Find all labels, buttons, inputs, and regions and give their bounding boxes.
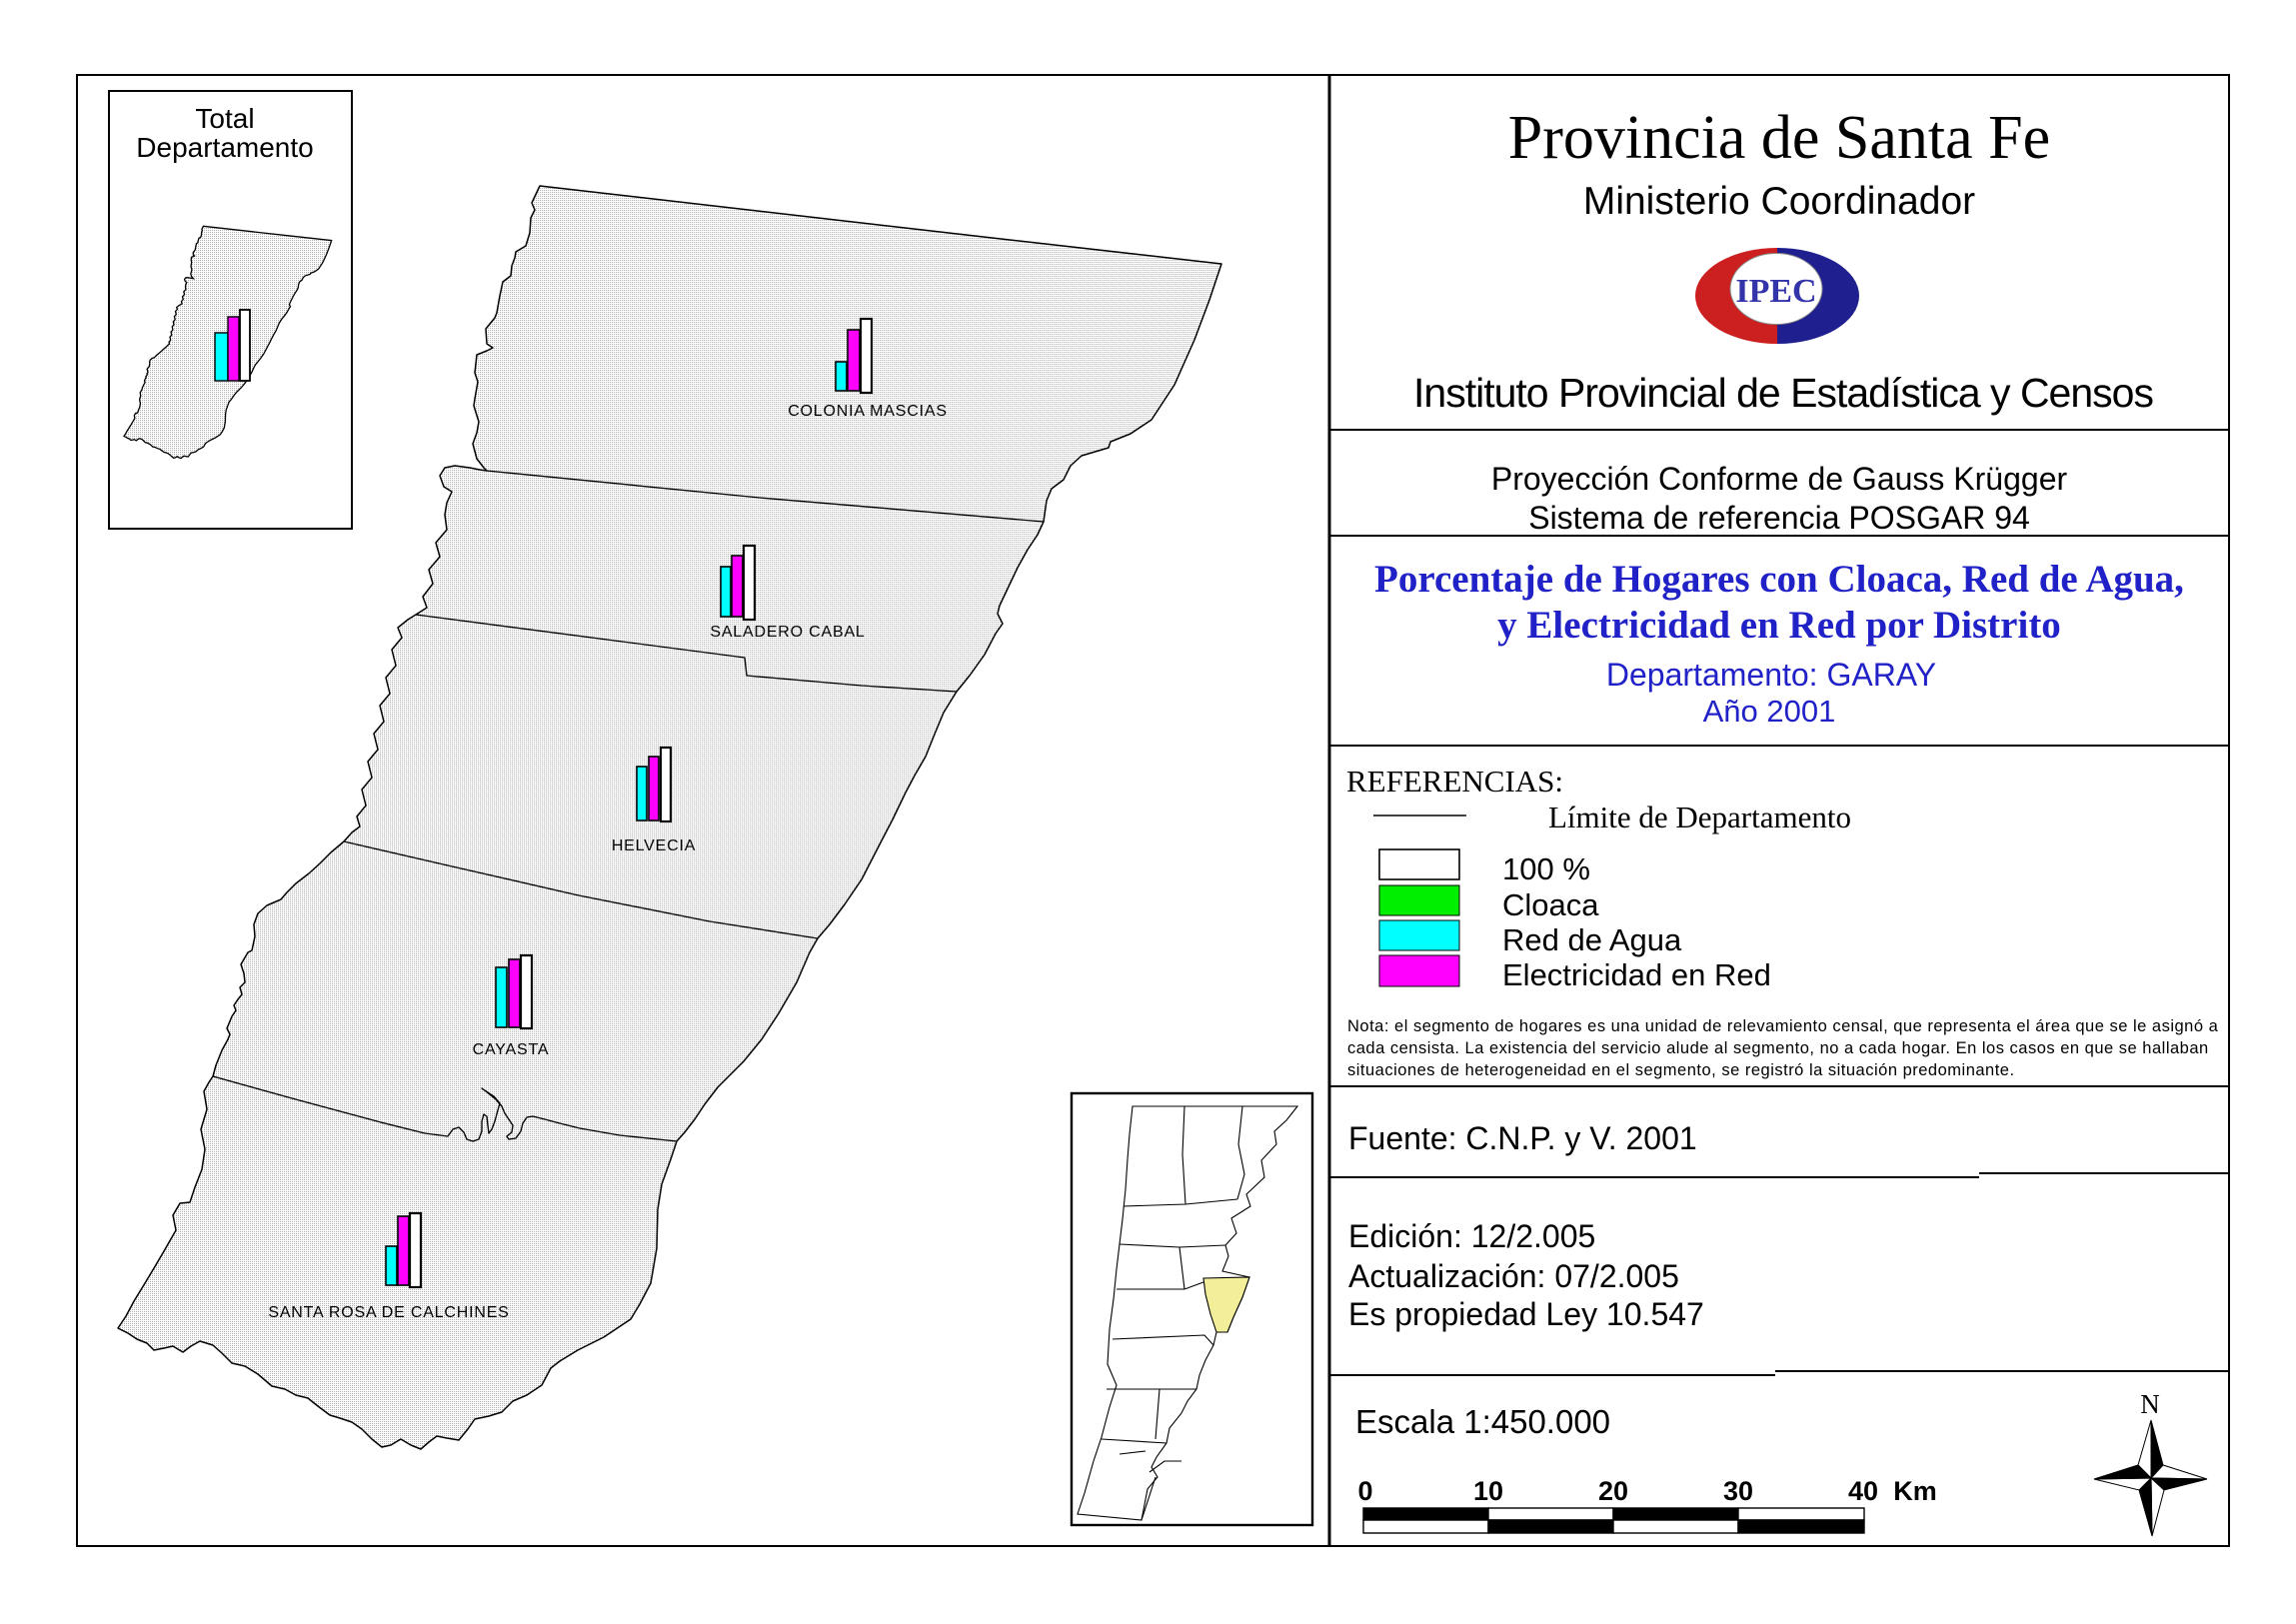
svg-text:Proyección Conforme de Gauss K: Proyección Conforme de Gauss Krügger [1491,461,2068,497]
svg-text:COLONIA MASCIAS: COLONIA MASCIAS [788,403,948,420]
svg-text:Límite de Departamento: Límite de Departamento [1548,800,1851,834]
svg-text:Total: Total [195,103,254,134]
svg-text:Provincia de Santa Fe: Provincia de Santa Fe [1508,104,2050,172]
svg-text:Edición: 12/2.005: Edición: 12/2.005 [1348,1218,1595,1254]
svg-text:Sistema de referencia POSGAR 9: Sistema de referencia POSGAR 94 [1528,500,2030,536]
svg-text:0: 0 [1357,1476,1372,1506]
svg-text:100 %: 100 % [1502,851,1590,886]
svg-text:Es propiedad Ley 10.547: Es propiedad Ley 10.547 [1348,1296,1704,1332]
svg-text:IPEC: IPEC [1735,273,1816,310]
svg-text:HELVECIA: HELVECIA [612,837,696,854]
svg-text:Departamento: GARAY: Departamento: GARAY [1606,657,1936,693]
svg-text:Departamento: Departamento [136,132,313,163]
svg-text:Nota: el segmento de hogares: Nota: el segmento de hogares es una unid… [1347,1017,2219,1035]
svg-text:Fuente: C.N.P. y V. 2001: Fuente: C.N.P. y V. 2001 [1348,1120,1697,1156]
svg-text:N: N [2140,1389,2160,1419]
svg-text:Cloaca: Cloaca [1502,887,1599,922]
svg-text:Año 2001: Año 2001 [1703,694,1836,729]
svg-text:REFERENCIAS:: REFERENCIAS: [1346,764,1563,799]
svg-text:Km: Km [1893,1476,1937,1506]
svg-text:Escala 1:450.000: Escala 1:450.000 [1355,1403,1610,1440]
svg-text:Ministerio Coordinador: Ministerio Coordinador [1583,180,1975,223]
svg-text:situaciones de heterogeneidad: situaciones de heterogeneidad en el segm… [1347,1061,2015,1079]
svg-text:Porcentaje de Hogares con Cloa: Porcentaje de Hogares con Cloaca, Red de… [1374,558,2184,601]
svg-text:CAYASTA: CAYASTA [473,1041,550,1058]
svg-text:cada censista. La existencia: cada censista. La existencia del servici… [1347,1039,2209,1057]
svg-text:30: 30 [1723,1476,1753,1506]
svg-text:40: 40 [1848,1476,1878,1506]
svg-text:Electricidad en Red: Electricidad en Red [1502,957,1771,992]
svg-text:Red de Agua: Red de Agua [1502,922,1682,957]
svg-text:Instituto Provincial de Estadí: Instituto Provincial de Estadística y Ce… [1413,370,2153,416]
svg-text:SANTA ROSA DE CALCHINES: SANTA ROSA DE CALCHINES [268,1304,509,1321]
svg-text:Actualización: 07/2.005: Actualización: 07/2.005 [1348,1258,1679,1294]
svg-text:SALADERO CABAL: SALADERO CABAL [710,624,865,641]
svg-text:20: 20 [1598,1476,1628,1506]
svg-text:y Electricidad en Red por Dist: y Electricidad en Red por Distrito [1497,604,2061,647]
svg-text:10: 10 [1473,1476,1503,1506]
